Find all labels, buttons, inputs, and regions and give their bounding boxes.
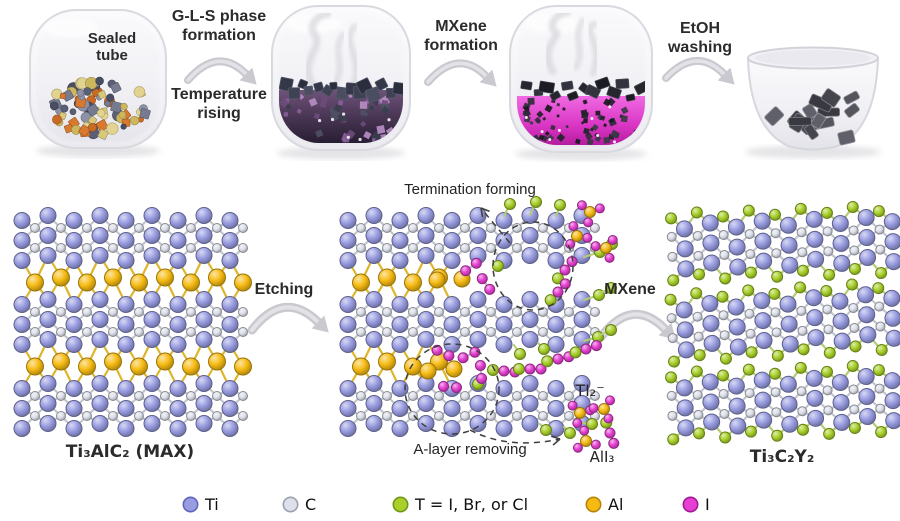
vessel-sealed-tube-label: Sealed tube [72,30,152,65]
step3-label: EtOH washing [652,20,748,57]
step2-label: MXene formation [409,18,513,55]
step1-label: G-L-S phase formation [161,8,277,45]
legend-item-al: Al [585,495,623,514]
legend-item-t: T = I, Br, or Cl [392,495,528,514]
ti2-formula-annotation: TI₂⁻ [555,382,625,400]
t-atom-icon [392,496,409,513]
legend-label-t: T = I, Br, or Cl [415,495,528,514]
process-arrow [666,61,735,85]
a-layer-removing-annotation: A-layer removing [375,441,565,458]
i-atom-icon [682,496,699,513]
process-arrow [428,63,497,86]
legend-label-al: Al [608,495,623,514]
max-structure [14,208,252,437]
vessel-gls-phase [272,6,410,150]
legend-label-c: C [305,495,316,514]
vessel-etoh-bowl [748,48,878,150]
ti-atom-icon [182,496,199,513]
mxene-synthesis-figure: Sealed tube G-L-S phase formation Temper… [0,0,900,521]
etching-structure [340,197,619,453]
al-atom-icon [585,496,602,513]
legend-item-ti: Ti [182,495,219,514]
vessel-mxene-formation [510,6,652,152]
legend-item-i: I [682,495,710,514]
product-structure-label: Ti₃C₂Y₂ [712,448,852,468]
mxene-layer [665,359,900,445]
step1-sublabel: Temperature rising [162,86,276,123]
legend-label-i: I [705,495,710,514]
process-arrow [188,61,257,84]
c-atom-icon [282,496,299,513]
legend-item-c: C [282,495,316,514]
mxene-layer [665,276,900,367]
ali3-formula-annotation: AlI₃ [567,449,637,466]
etching-arrow-label: Etching [239,281,329,300]
product-structure [665,200,900,445]
process-arrow [252,307,329,332]
mxene-arrow-label: MXene [585,281,675,300]
termination-forming-annotation: Termination forming [365,181,575,198]
mxene-layer [665,200,900,286]
max-structure-label: Ti₃AlC₂ (MAX) [40,443,220,463]
legend-label-ti: Ti [205,495,219,514]
